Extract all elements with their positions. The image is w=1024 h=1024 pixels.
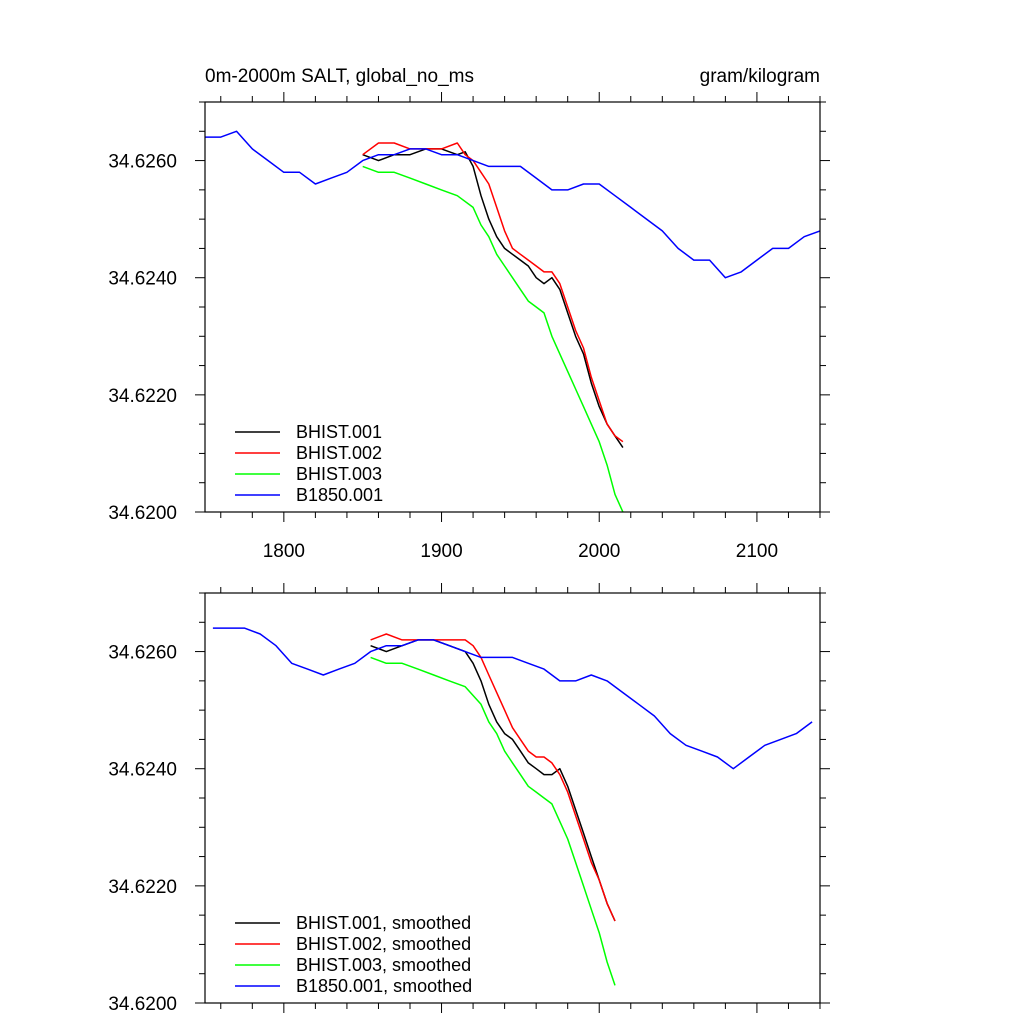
smoothed-salinity-panel: 34.6200 34.6220 34.6240 34.6260 BHIST.001, s… [108, 583, 830, 1015]
units-label: gram/kilogram [700, 66, 820, 87]
y-tick-label: 34.6220 [108, 386, 177, 407]
series-line-b1850-001 [205, 130, 820, 279]
raw-salinity-panel: 1800 1900 2000 2100 34.6200 34.6220 34.6240 34.… [108, 66, 830, 562]
x-tick-label: 2100 [736, 541, 778, 562]
y-tick-label: 34.6200 [108, 994, 177, 1015]
series-lines [212, 627, 813, 986]
x-tick-label: 2000 [578, 541, 620, 562]
y-tick-label: 34.6240 [108, 760, 177, 781]
legend-entry: BHIST.002 [296, 443, 382, 463]
y-tick-label: 34.6200 [108, 503, 177, 524]
series-line-bhist-003 [362, 165, 624, 512]
x-tick-label: 1800 [263, 541, 305, 562]
legend-entry: B1850.001, smoothed [296, 976, 472, 996]
series-line-bhist-001-smoothed [370, 639, 616, 922]
y-tick-label: 34.6240 [108, 269, 177, 290]
legend-entry: B1850.001 [296, 485, 383, 505]
series-line-bhist-002-smoothed [370, 633, 616, 922]
legend-entry: BHIST.003 [296, 464, 382, 484]
legend-entry: BHIST.001, smoothed [296, 913, 471, 933]
series-line-b1850-001-smoothed [212, 627, 813, 770]
y-tick-label: 34.6260 [108, 643, 177, 664]
series-line-bhist-002 [362, 142, 624, 443]
series-lines [205, 130, 820, 512]
y-tick-label: 34.6220 [108, 877, 177, 898]
x-tick-label: 1900 [420, 541, 462, 562]
y-tick-label: 34.6260 [108, 152, 177, 173]
series-line-bhist-003-smoothed [370, 656, 616, 986]
legend-entry: BHIST.001 [296, 422, 382, 442]
legend-entry: BHIST.003, smoothed [296, 955, 471, 975]
chart-title: 0m-2000m SALT, global_no_ms [205, 66, 474, 87]
legend-entry: BHIST.002, smoothed [296, 934, 471, 954]
